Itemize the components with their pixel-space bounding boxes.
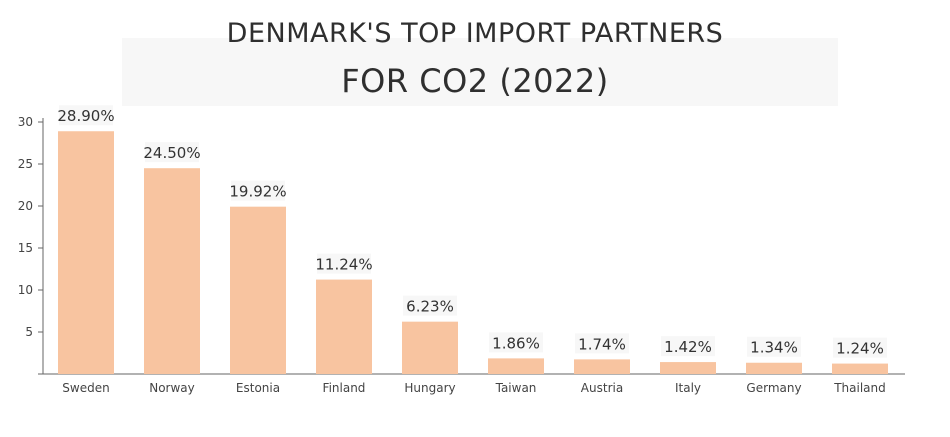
- bar: [488, 358, 544, 374]
- data-label-background: [231, 180, 285, 201]
- data-label-background: [747, 336, 801, 357]
- y-tick-label: 25: [18, 157, 33, 171]
- bar: [316, 279, 372, 374]
- bar: [832, 363, 888, 374]
- x-category-label: Germany: [746, 381, 801, 395]
- chart-title-line-2: FOR CO2 (2022): [341, 62, 609, 100]
- data-label: 1.24%: [836, 340, 884, 358]
- bar: [230, 206, 286, 374]
- bar: [660, 362, 716, 374]
- y-tick-label: 30: [18, 115, 33, 129]
- data-label-background: [575, 333, 629, 354]
- bar: [58, 131, 114, 374]
- x-category-label: Italy: [675, 381, 701, 395]
- x-category-label: Finland: [323, 381, 366, 395]
- data-label: 6.23%: [406, 298, 454, 316]
- y-tick-label: 15: [18, 241, 33, 255]
- data-label: 11.24%: [315, 256, 372, 274]
- x-category-label: Sweden: [62, 381, 109, 395]
- data-label: 19.92%: [229, 183, 286, 201]
- x-category-label: Taiwan: [495, 381, 537, 395]
- y-tick-label: 20: [18, 199, 33, 213]
- data-label: 28.90%: [57, 107, 114, 125]
- data-label: 24.50%: [143, 144, 200, 162]
- data-label: 1.86%: [492, 334, 540, 352]
- x-category-label: Thailand: [833, 381, 886, 395]
- y-tick-label: 5: [25, 325, 33, 339]
- data-label: 1.42%: [664, 338, 712, 356]
- data-label: 1.34%: [750, 339, 798, 357]
- data-label-background: [661, 336, 715, 357]
- data-label: 1.74%: [578, 335, 626, 353]
- x-category-label: Estonia: [236, 381, 280, 395]
- y-tick-label: 10: [18, 283, 33, 297]
- x-category-label: Hungary: [404, 381, 455, 395]
- bar: [402, 321, 458, 374]
- data-label-background: [403, 295, 457, 316]
- chart-title-line-1: DENMARK'S TOP IMPORT PARTNERS: [226, 18, 724, 49]
- x-category-label: Norway: [149, 381, 195, 395]
- data-label-background: [489, 332, 543, 353]
- x-category-label: Austria: [581, 381, 623, 395]
- data-label-background: [145, 142, 199, 163]
- bar: [746, 362, 802, 374]
- data-label-background: [59, 105, 113, 126]
- data-label-background: [317, 253, 371, 274]
- bar: [574, 359, 630, 374]
- bar: [144, 168, 200, 374]
- data-label-background: [833, 337, 887, 358]
- title-background: [122, 38, 838, 106]
